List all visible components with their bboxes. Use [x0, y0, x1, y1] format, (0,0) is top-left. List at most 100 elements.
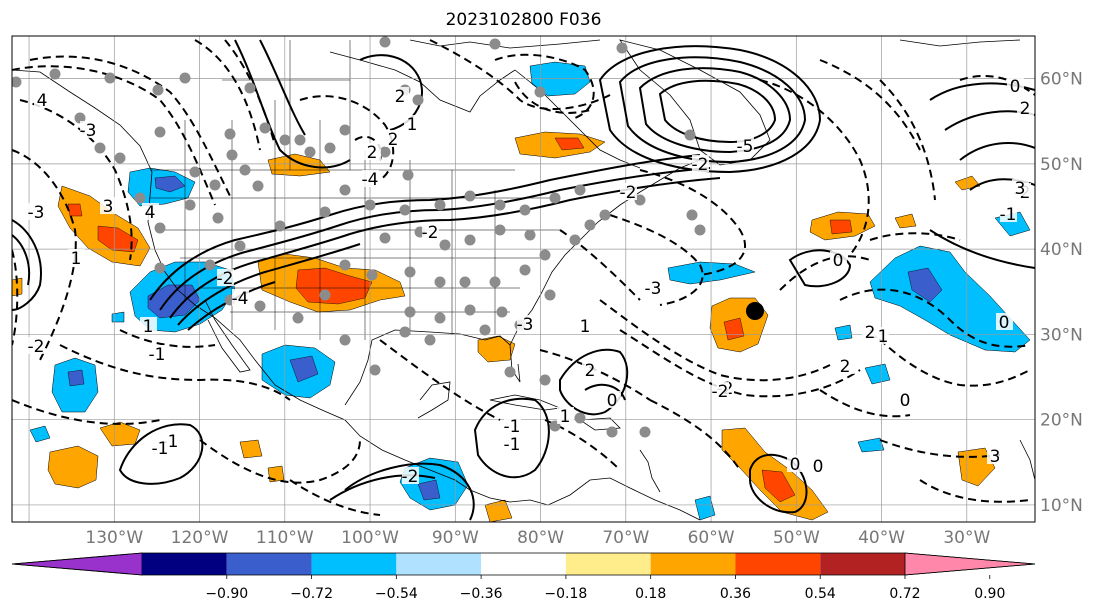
shade-neg-south-4: [834, 324, 853, 341]
coast-alaska: [12, 69, 471, 491]
contour-dash-4: [12, 149, 77, 361]
contour-dash-15: [429, 39, 611, 111]
colorbar-tick-label: 0.90: [974, 586, 1005, 602]
lon-label: 70°W: [602, 528, 649, 548]
contour-dash-35: [959, 74, 1035, 96]
contour-label: 4: [34, 91, 51, 111]
contour-solid-11: [638, 67, 792, 154]
contour-label: 2: [364, 143, 381, 163]
city-marker: [402, 169, 414, 181]
city-marker: [599, 209, 611, 221]
colorbar-segment: [820, 553, 905, 575]
contour-label: -3: [517, 315, 534, 335]
contour-solid-20: [559, 348, 629, 416]
city-marker: [464, 234, 476, 246]
map-title: 2023102800 F036: [445, 10, 602, 30]
city-marker: [49, 68, 61, 80]
contour-label: 1: [404, 115, 421, 135]
city-marker: [519, 204, 531, 216]
city-marker: [224, 128, 236, 140]
svg-text:2: 2: [840, 357, 851, 377]
svg-text:-2: -2: [28, 337, 45, 357]
lon-label: 110°W: [256, 528, 314, 548]
city-marker: [154, 126, 166, 138]
city-marker: [292, 312, 304, 324]
city-marker: [94, 142, 106, 154]
lon-label: 120°W: [171, 528, 229, 548]
contour-dash-9: [199, 439, 361, 484]
contour-dash-32: [879, 439, 1001, 458]
colorbar-extend-max: [904, 552, 1036, 576]
colorbar-tick-label: 0.72: [889, 586, 920, 602]
svg-text:0: 0: [790, 455, 801, 475]
lat-label: 10°N: [1040, 496, 1083, 516]
contour-label: 2: [1017, 99, 1034, 119]
contour-label: 0: [787, 455, 804, 475]
city-marker: [459, 276, 471, 288]
contour-solid-3: [169, 177, 721, 319]
lat-label: 50°N: [1040, 155, 1083, 175]
contour-label: 0: [604, 391, 621, 411]
svg-text:0: 0: [1010, 77, 1021, 97]
contour-solid-12: [658, 79, 777, 144]
svg-text:-3: -3: [28, 203, 45, 223]
city-marker: [574, 412, 586, 424]
contour-dash-11: [194, 39, 261, 151]
contour-label: -3: [645, 279, 662, 299]
colorbar-segment: [226, 553, 312, 575]
contour-solid-7: [259, 39, 306, 136]
contour-dash-28: [779, 255, 871, 291]
city-marker: [209, 179, 221, 191]
svg-text:2: 2: [388, 130, 399, 150]
contour-dash-21: [599, 299, 831, 382]
contour-dash-17: [514, 81, 591, 114]
contour-dash-8: [12, 399, 161, 425]
city-marker: [399, 326, 411, 338]
contour-dash-20: [559, 229, 641, 301]
city-marker: [339, 184, 351, 196]
core-neg-carib: [417, 479, 441, 501]
colorbar-tick-label: 0.54: [805, 586, 836, 602]
colorbar-segment: [311, 553, 397, 575]
contour-label: 0: [810, 457, 827, 477]
svg-text:2: 2: [367, 143, 378, 163]
contour-dash-30: [869, 329, 1031, 387]
contour-label: -4: [362, 170, 379, 190]
city-marker: [464, 304, 476, 316]
svg-text:-4: -4: [232, 289, 249, 309]
svg-text:2: 2: [1020, 99, 1031, 119]
lon-label: 30°W: [943, 528, 990, 548]
contour-label: -2: [692, 155, 709, 175]
contour-dash-18: [639, 169, 746, 276]
contour-dash-2: [29, 55, 233, 201]
city-marker: [274, 220, 286, 232]
city-marker: [114, 152, 126, 164]
coast-south-am: [547, 477, 701, 521]
city-marker: [319, 206, 331, 218]
city-marker: [439, 239, 451, 251]
city-marker: [379, 232, 391, 244]
city-marker: [634, 194, 646, 206]
colorbar-segment: [565, 553, 651, 575]
city-marker: [504, 366, 516, 378]
lat-label: 30°N: [1040, 325, 1083, 345]
core-pos-canada: [554, 137, 585, 151]
contour-label: 1: [557, 407, 574, 427]
coast-baja: [204, 299, 251, 373]
svg-text:-2: -2: [422, 223, 439, 243]
city-marker: [152, 84, 164, 96]
svg-text:-1: -1: [504, 417, 521, 437]
svg-text:-2: -2: [217, 269, 234, 289]
city-marker: [254, 300, 266, 312]
contour-dash-37: [379, 339, 501, 421]
colorbar-segment: [396, 553, 482, 575]
colorbar-tick-label: −0.18: [544, 586, 587, 602]
city-marker: [489, 38, 501, 50]
contour-dash-33: [919, 479, 1031, 503]
city-marker: [204, 259, 216, 271]
svg-text:-1: -1: [504, 435, 521, 455]
contour-dash-14: [354, 135, 382, 161]
city-marker: [252, 180, 264, 192]
contour-solid-23: [329, 474, 436, 501]
